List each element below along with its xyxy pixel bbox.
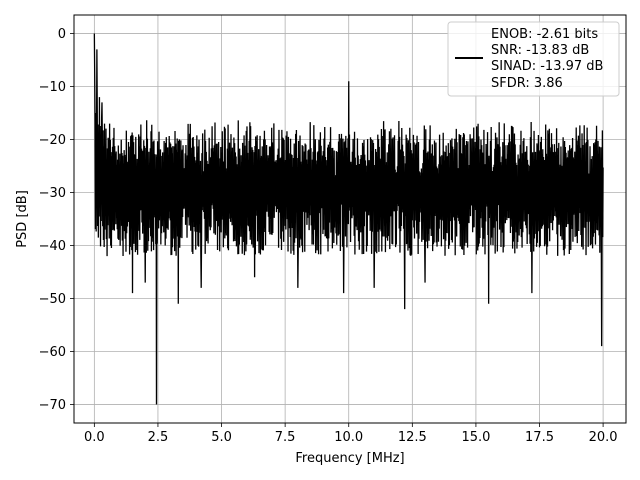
y-tick-label: −20: [39, 133, 66, 148]
y-axis-ticks: 0 −10 −20 −30 −40 −50 −60 −70: [39, 27, 74, 413]
legend-snr: SNR: -13.83 dB: [491, 43, 589, 58]
plot-frame: [73, 14, 627, 424]
y-tick-label: 0: [58, 27, 66, 42]
legend-sinad: SINAD: -13.97 dB: [491, 59, 603, 74]
x-tick-label: 5.0: [211, 430, 232, 445]
psd-series-line: [93, 33, 604, 405]
x-tick-label: 2.5: [148, 430, 169, 445]
legend: ENOB: -2.61 bits SNR: -13.83 dB SINAD: -…: [447, 21, 620, 97]
legend-enob: ENOB: -2.61 bits: [491, 27, 598, 42]
y-tick-label: −50: [39, 292, 66, 307]
x-axis-label: Frequency [MHz]: [295, 451, 404, 466]
legend-sfdr: SFDR: 3.86: [491, 76, 563, 91]
x-tick-label: 20.0: [589, 430, 618, 445]
x-tick-label: 10.0: [334, 430, 363, 445]
legend-box: [447, 21, 620, 97]
x-tick-label: 15.0: [461, 430, 490, 445]
y-tick-label: −40: [39, 239, 66, 254]
y-tick-label: −10: [39, 80, 66, 95]
x-tick-label: 7.5: [275, 430, 296, 445]
y-tick-label: −60: [39, 345, 66, 360]
x-axis-ticks: 0.0 2.5 5.0 7.5 10.0 12.5 15.0 17.5 20.0: [84, 423, 618, 445]
y-tick-label: −30: [39, 186, 66, 201]
x-tick-label: 0.0: [84, 430, 105, 445]
x-tick-label: 12.5: [398, 430, 427, 445]
y-tick-label: −70: [39, 398, 66, 413]
x-tick-label: 17.5: [525, 430, 554, 445]
y-axis-label: PSD [dB]: [15, 190, 30, 248]
